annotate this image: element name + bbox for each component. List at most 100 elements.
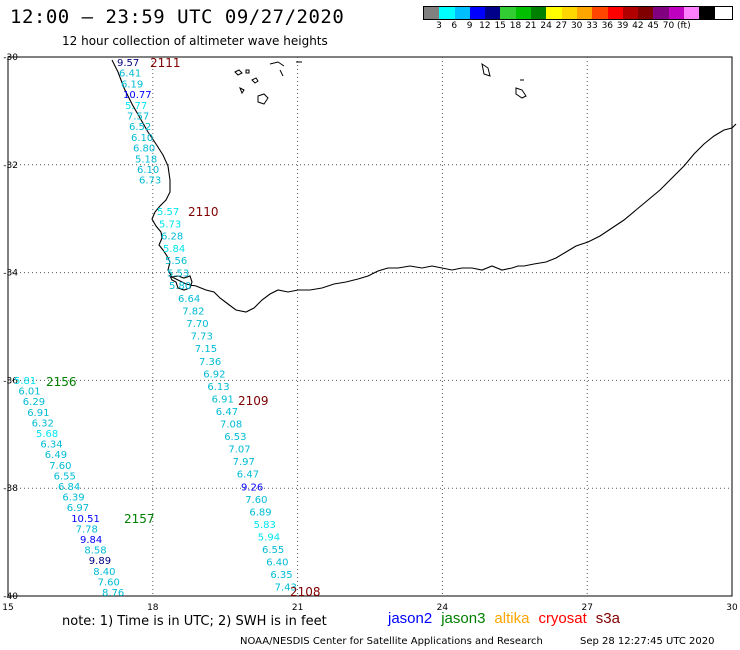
swh-value-label: 6.28: [161, 232, 183, 243]
swh-value-label: 6.40: [266, 558, 288, 569]
lat-tick-label: -32: [3, 161, 18, 171]
swh-value-label: 9.84: [80, 535, 102, 546]
scale-tick-label: 9: [466, 21, 473, 31]
scale-tick-label: 18: [509, 21, 522, 31]
lon-tick-label: 15: [2, 603, 13, 613]
scale-swatch: [500, 7, 516, 19]
swh-value-label: 9.26: [241, 482, 263, 493]
scale-swatch: [531, 7, 547, 19]
lon-tick-label: 27: [581, 603, 592, 613]
lon-tick-label: 18: [147, 603, 159, 613]
swh-value-label: 6.55: [54, 471, 76, 482]
color-scale-swatches: [423, 6, 733, 20]
scale-tick-label: 15: [494, 21, 506, 31]
swh-value-label: 9.57: [117, 58, 139, 69]
swh-value-label: 7.15: [195, 344, 217, 355]
scale-tick-label: 30: [570, 21, 583, 31]
lat-lon-grid: 15 18 21 24 27 30 -30 -32 -34 -36 -38 -40: [2, 53, 738, 613]
swh-value-label: 8.58: [84, 546, 106, 557]
swh-value-label: 7.70: [186, 319, 208, 330]
swh-value-label: 7.07: [228, 445, 250, 456]
scale-tick-label: 24: [540, 21, 552, 31]
scale-tick-label: 39: [616, 21, 629, 31]
pass-labels: 2111 2110 2109 2108 2156 2157: [46, 56, 321, 599]
swh-value-label: 6.10: [137, 165, 159, 176]
coastline: [111, 59, 737, 313]
swh-value-label: 7.36: [199, 357, 221, 368]
swh-value-label: 6.89: [249, 507, 271, 518]
pass-number-label: 2110: [188, 205, 219, 219]
swh-value-label: 7.43: [275, 583, 297, 594]
swh-value-label: 6.29: [23, 397, 45, 408]
swh-value-label: 6.91: [212, 394, 234, 405]
swh-value-label: 5.53: [167, 269, 189, 280]
scale-swatch: [668, 7, 685, 19]
swh-value-label: 6.35: [270, 570, 292, 581]
generation-timestamp: Sep 28 12:27:45 UTC 2020: [580, 636, 715, 647]
scale-swatch: [622, 7, 639, 19]
swh-value-label: 5.80: [169, 281, 191, 292]
scale-swatch: [684, 7, 700, 19]
satellite-legend: jason2 jason3 altika cryosat s3a: [388, 610, 629, 627]
swh-value-label: 5.94: [258, 532, 280, 543]
scale-swatch: [699, 7, 715, 19]
swh-value-label: 6.91: [27, 408, 49, 419]
swh-value-label: 7.60: [98, 577, 120, 588]
swh-value-label: 6.80: [133, 144, 155, 155]
scale-tick-label: 36: [601, 21, 614, 31]
swh-value-label: 6.97: [67, 503, 89, 514]
swh-value-label: 5.84: [163, 244, 185, 255]
swh-value-label: 7.97: [233, 457, 255, 468]
swh-value-label: 6.19: [121, 79, 143, 90]
swh-value-label: 5.83: [254, 520, 276, 531]
swh-value-label: 6.01: [18, 387, 40, 398]
swh-value-label: 6.52: [129, 122, 151, 133]
color-scale-legend: 3 6 9 12 15 18 21 24 27 30 33 36 39 42 45 70 (ft): [423, 6, 733, 32]
satellite-legend-item: cryosat: [538, 610, 587, 627]
swh-value-label: 5.81: [14, 376, 36, 387]
map-subtitle: 12 hour collection of altimeter wave hei…: [62, 34, 328, 48]
lat-tick-label: -30: [3, 53, 18, 63]
swh-value-label: 5.68: [36, 429, 58, 440]
island-shapes: [234, 61, 527, 105]
swh-value-label: 8.76: [102, 588, 124, 599]
swh-value-label: 6.32: [32, 418, 54, 429]
satellite-legend-item: jason2: [388, 610, 433, 627]
swh-value-label: 7.08: [220, 420, 242, 431]
swh-value-label: 6.92: [203, 369, 225, 380]
swh-value-label: 6.55: [262, 545, 284, 556]
pass-number-label: 2109: [238, 394, 269, 408]
swh-value-label: 7.73: [191, 332, 213, 343]
satellite-legend-item: altika: [494, 610, 530, 627]
scale-swatch: [561, 7, 577, 19]
swh-value-label: 10.77: [123, 90, 152, 101]
altimeter-tracks: 9.576.416.1910.775.777.576.526.106.805.1…: [14, 58, 297, 599]
swh-value-label: 5.18: [135, 154, 157, 165]
swh-value-label: 6.64: [178, 294, 200, 305]
swh-value-label: 5.56: [165, 256, 187, 267]
scale-tick-label: 21: [525, 21, 537, 31]
swh-value-label: 7.57: [127, 112, 149, 123]
swh-value-label: 5.57: [157, 207, 179, 218]
swh-value-label: 5.73: [159, 219, 181, 230]
scale-unit-label: (ft): [677, 21, 691, 31]
lat-tick-label: -40: [3, 592, 18, 602]
swh-value-label: 6.73: [139, 176, 161, 187]
scale-tick-label: 42: [632, 21, 644, 31]
lon-tick-label: 21: [292, 603, 303, 613]
credit-line: NOAA/NESDIS Center for Satellite Applica…: [240, 636, 543, 647]
color-scale-ticks: 3 6 9 12 15 18 21 24 27 30 33 36 39 42 45 70 (ft): [423, 20, 733, 32]
pass-number-label: 2111: [150, 56, 181, 70]
scale-tick-label: 6: [451, 21, 458, 31]
scale-swatch: [653, 7, 669, 19]
lat-tick-label: -38: [3, 484, 18, 494]
scale-swatch: [592, 7, 608, 19]
scale-swatch: [576, 7, 593, 19]
scale-tick-label: 33: [586, 21, 598, 31]
swh-value-label: 6.47: [216, 407, 238, 418]
swh-value-label: 7.60: [49, 461, 71, 472]
lat-tick-label: -34: [3, 269, 18, 279]
footer-note: note: 1) Time is in UTC; 2) SWH is in fe…: [62, 614, 327, 629]
scale-tick-label: 3: [436, 21, 442, 31]
